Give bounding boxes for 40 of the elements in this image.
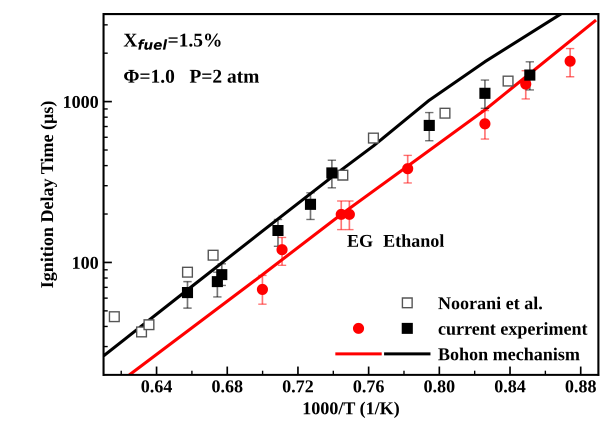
point [564,56,576,67]
point [368,132,379,144]
legend-label: Bohon mechanism [438,348,580,360]
x-tick-label: 0.72 [282,380,313,393]
point [182,286,194,298]
annotation: X$_{fuel}$=1.5% [124,34,221,50]
point [337,170,348,181]
point [276,244,288,256]
point [143,319,155,330]
point [272,224,284,236]
point [256,284,268,295]
point [402,163,414,174]
x-tick-label: 0.76 [354,380,384,393]
y-tick-label: 1000 [64,96,98,108]
x-tick-label: 0.64 [141,380,172,393]
point [182,266,194,278]
point [479,118,490,130]
annotation: Φ=1.0 P=2 atm [124,70,260,83]
point [208,250,219,261]
x-tick-label: 0.80 [424,380,454,393]
point [108,311,120,322]
point [216,269,228,280]
point [524,70,536,81]
point [424,120,435,131]
x-tick-label: 0.68 [212,380,242,393]
y-tick-label: 100 [73,256,98,269]
point [304,198,316,210]
legend-label: Noorani et al. [438,296,542,310]
annotation: Ethanol [383,234,444,247]
x-tick-label: 0.84 [494,380,526,393]
x-tick-label: 0.88 [566,380,596,393]
point [502,75,514,87]
point [479,88,490,99]
y-axis-title: Ignition Delay Time (μs) [40,101,58,288]
annotation: EG [347,234,373,247]
point [344,208,355,220]
legend-label: current experiment [438,322,588,339]
point [326,167,338,179]
point [439,108,451,119]
x-axis-title: 1000/T (1/K) [304,402,399,418]
